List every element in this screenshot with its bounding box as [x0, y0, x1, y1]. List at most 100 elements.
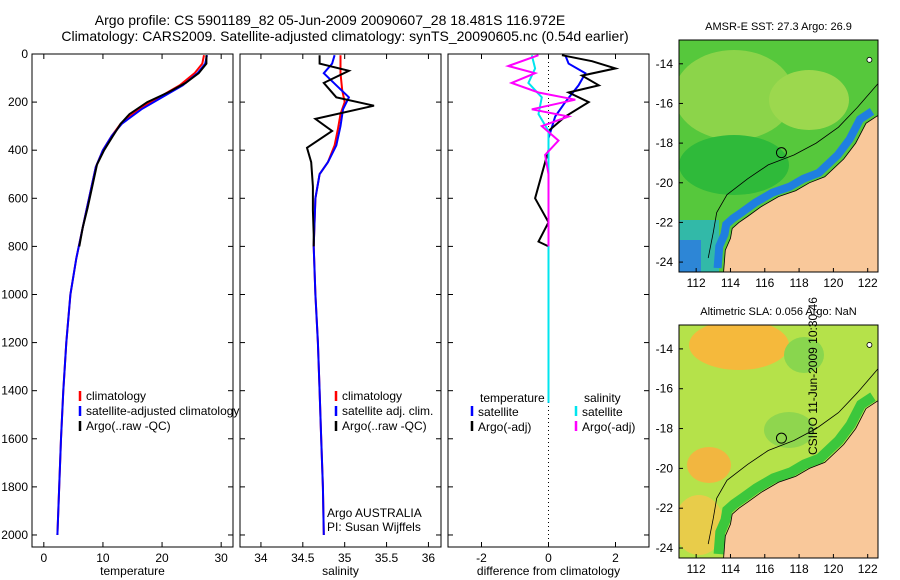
temperature-xtick-label: 10	[96, 551, 110, 565]
temperature-legend-label: climatology	[86, 389, 146, 403]
sla-map-frame	[678, 324, 879, 559]
annotation-pi: PI: Susan Wijffels	[327, 520, 421, 534]
timestamp-label: CSIRO 11-Jun-2009 10:30:46	[806, 297, 820, 455]
sla-high-patch	[687, 447, 731, 483]
temperature-xtick-label: 0	[40, 551, 47, 565]
diff-legend-label: Argo(-adj)	[478, 420, 531, 434]
sst-map-xtick-label: 120	[823, 276, 843, 290]
ytick-label: 600	[8, 191, 28, 205]
sla-coastal-strip	[713, 392, 876, 555]
sla-map-panel: Altimetric SLA: 0.056 Argo: NaN 112 114 116…	[656, 306, 879, 576]
temperature-xtick-label: 20	[155, 551, 169, 565]
sst-map-panel: AMSR-E SST: 27.3 Argo: 26.9 112 114 116 118 1…	[656, 21, 879, 290]
sst-map-xtick-label: 112	[687, 276, 706, 290]
sst-map-land	[723, 114, 878, 272]
sst-map-xtick-label: 116	[755, 276, 774, 290]
ytick-label: 0	[21, 47, 28, 61]
sla-map-land	[723, 400, 878, 558]
sst-cool-patch	[679, 135, 789, 195]
temperature-series-1	[56, 54, 208, 536]
salinity-xlabel: salinity	[322, 564, 359, 578]
sst-map-ytick-label: -14	[656, 57, 674, 71]
salinity-xtick-label: 34.5	[291, 551, 315, 565]
sst-map-argo-marker	[775, 147, 787, 159]
ytick-label: 1000	[1, 287, 28, 301]
sla-map-xtick-label: 112	[687, 562, 706, 576]
difference-series-1	[534, 54, 620, 248]
salinity-series-2	[305, 55, 375, 247]
legend-header-salinity: salinity	[584, 391, 621, 405]
difference-series-3	[504, 54, 576, 247]
sla-map-ytick-label: -22	[656, 501, 674, 515]
salinity-xtick-label: 35	[338, 551, 352, 565]
sla-low-patch	[784, 337, 824, 373]
sst-warm-patch	[679, 50, 794, 140]
sst-map-field	[679, 40, 878, 272]
sst-coastal-strip	[713, 108, 875, 269]
sla-map-argo-marker	[775, 432, 787, 444]
difference-xtick-label: -2	[476, 551, 487, 565]
salinity-xtick-label: 36	[422, 551, 436, 565]
sst-map-xtick-label: 122	[858, 276, 878, 290]
diff-legend-label: Argo(-adj)	[582, 420, 635, 434]
sst-map-ytick-label: -24	[656, 255, 674, 269]
ytick-label: 1200	[1, 336, 28, 350]
ytick-label: 1600	[1, 432, 28, 446]
ytick-label: 200	[8, 95, 28, 109]
ytick-label: 1400	[1, 384, 28, 398]
salinity-legend-label: satellite adj. clim.	[342, 404, 433, 418]
sla-map-ytick-label: -18	[656, 422, 674, 436]
sla-map-xtick-label: 116	[755, 562, 774, 576]
salinity-frame	[239, 53, 442, 548]
temperature-xlabel: temperature	[100, 564, 165, 578]
temperature-frame	[31, 53, 234, 548]
difference-xlabel: difference from climatology	[477, 564, 620, 578]
sst-map-ytick-label: -20	[656, 176, 674, 190]
sst-map-title: AMSR-E SST: 27.3 Argo: 26.9	[705, 21, 852, 33]
ytick-label: 1800	[1, 480, 28, 494]
sst-warm-patch	[769, 70, 849, 130]
sst-map-xtick-label: 114	[721, 276, 740, 290]
temperature-panel: 0 10 20 30 temperature 0 200 400 600 800 1000 1200 1…	[1, 47, 239, 578]
difference-xtick-label: 2	[612, 551, 619, 565]
salinity-legend-label: Argo(..raw -QC)	[342, 419, 427, 433]
sla-map-ytick-label: -14	[656, 342, 674, 356]
sst-map-frame	[678, 39, 879, 273]
salinity-legend-label: climatology	[342, 389, 402, 403]
difference-xtick-label: 0	[545, 551, 552, 565]
sst-cold-patch	[679, 240, 701, 272]
sla-map-title: Altimetric SLA: 0.056 Argo: NaN	[700, 306, 857, 318]
temperature-xtick-label: 30	[214, 551, 228, 565]
sla-map-ytick-label: -20	[656, 461, 674, 475]
sst-map-xtick-label: 118	[790, 276, 809, 290]
ytick-label: 800	[8, 239, 28, 253]
title-line-1: Argo profile: CS 5901189_82 05-Jun-2009 …	[94, 12, 566, 28]
diff-legend-label: satellite	[478, 405, 519, 419]
sla-map-isobath	[707, 368, 878, 545]
sla-map-island	[866, 342, 873, 348]
sst-map-ytick-label: -18	[656, 136, 674, 150]
sst-map-ytick-label: -22	[656, 215, 674, 229]
sla-map-xtick-label: 118	[790, 562, 809, 576]
sla-high-patch	[689, 325, 789, 370]
sla-map-field	[679, 325, 878, 558]
sla-map-xtick-label: 114	[721, 562, 740, 576]
sla-map-xtick-label: 120	[823, 562, 843, 576]
salinity-panel: 34 34.5 35 35.5 36 salinity climatologysatelli…	[239, 53, 442, 578]
sla-map-ytick-label: -24	[656, 541, 674, 555]
legend-header-temperature: temperature	[480, 391, 545, 405]
salinity-series-1	[312, 54, 351, 536]
sla-map-ytick-label: -16	[656, 382, 674, 396]
annotation-argo: Argo AUSTRALIA	[327, 506, 422, 520]
salinity-xtick-label: 35.5	[375, 551, 399, 565]
sst-map-ytick-label: -16	[656, 96, 674, 110]
temperature-legend-label: Argo(..raw -QC)	[86, 419, 171, 433]
ytick-label: 400	[8, 143, 28, 157]
sla-high-patch	[679, 495, 724, 555]
sst-map-island	[866, 56, 873, 63]
sla-map-xtick-label: 122	[858, 562, 878, 576]
temperature-series-2	[78, 55, 208, 247]
